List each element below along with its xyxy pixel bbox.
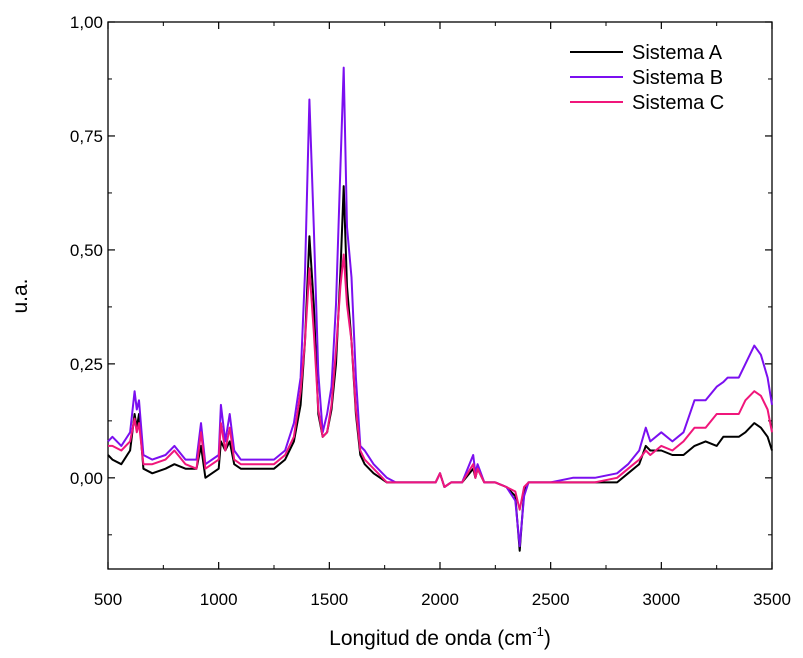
- series-layer: [107, 66, 773, 552]
- x-tick-label: 1000: [200, 590, 238, 609]
- legend: Sistema A Sistema B Sistema C: [570, 42, 724, 114]
- y-tick-label: 0,25: [70, 355, 103, 374]
- legend-label-3: Sistema C: [632, 92, 724, 114]
- y-tick-label: 1,00: [70, 13, 103, 32]
- x-axis-title: Longitud de onda (cm-1): [329, 624, 551, 650]
- series-line-3: [108, 253, 773, 511]
- x-axis-title-suffix: ): [544, 627, 551, 650]
- legend-label-1: Sistema A: [632, 42, 723, 64]
- x-axis-title-superscript: -1: [532, 624, 544, 639]
- y-tick-label: 0,50: [70, 241, 103, 260]
- y-tick-label: 0,00: [70, 469, 103, 488]
- series-line-1: [107, 185, 773, 552]
- x-axis: 500 1000 1500 2000 2500 3000 3500: [94, 22, 791, 609]
- legend-label-2: Sistema B: [632, 67, 723, 89]
- y-axis: 0,00 0,25 0,50 0,75 1,00: [70, 13, 772, 536]
- x-tick-label: 2000: [421, 590, 459, 609]
- y-tick-label: 0,75: [70, 127, 103, 146]
- x-tick-label: 3500: [753, 590, 791, 609]
- x-tick-label: 1500: [310, 590, 348, 609]
- x-tick-label: 3000: [642, 590, 680, 609]
- x-tick-label: 2500: [532, 590, 570, 609]
- x-tick-label: 500: [94, 590, 122, 609]
- y-axis-title: u.a.: [9, 278, 32, 313]
